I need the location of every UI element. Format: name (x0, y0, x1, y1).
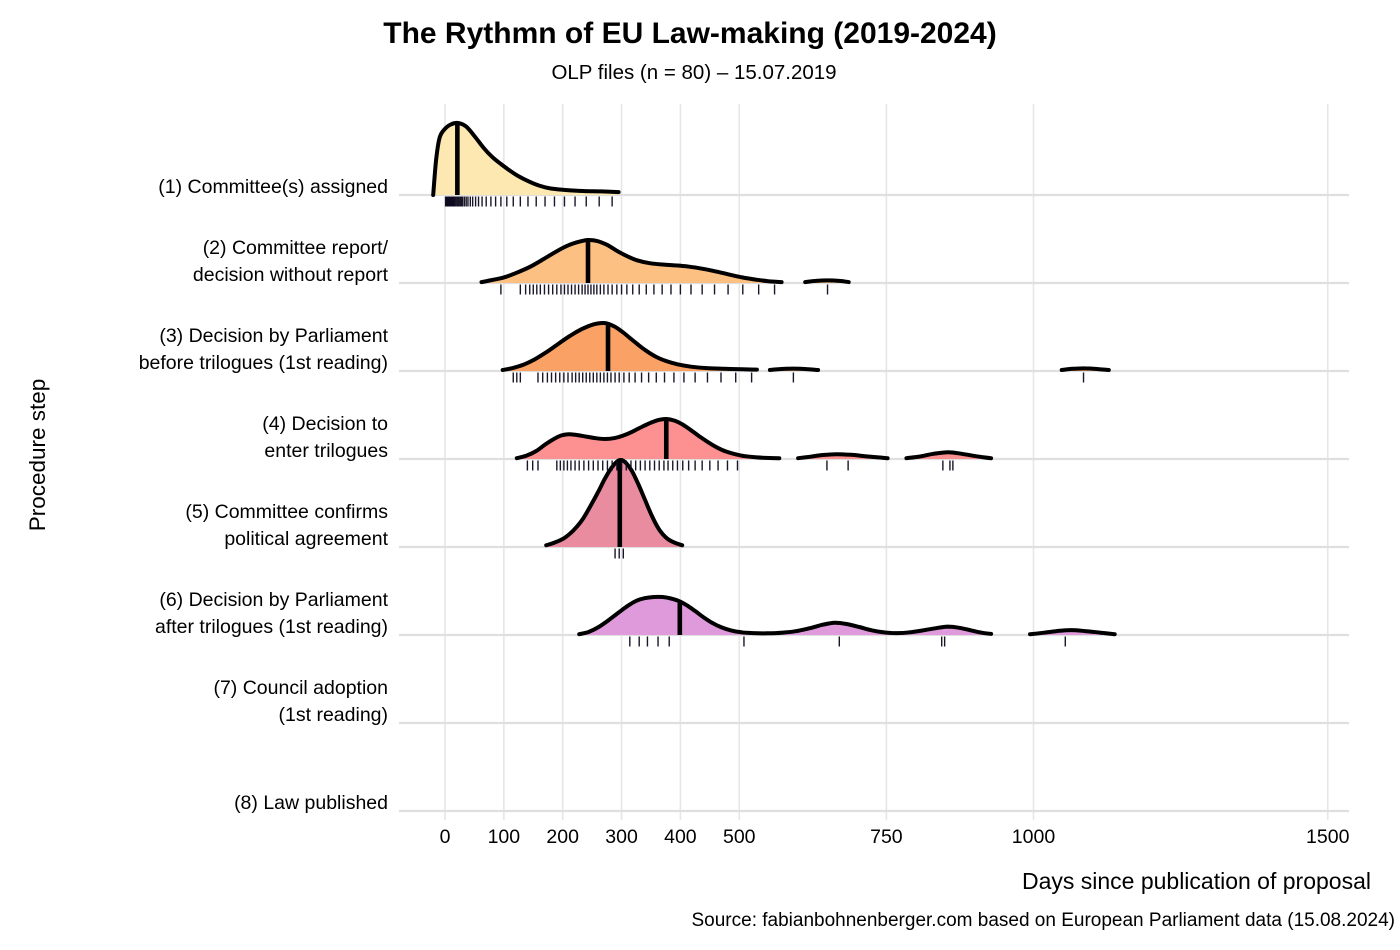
y-step-label-1: (1) Committee(s) assigned (158, 176, 388, 198)
x-axis-title: Days since publication of proposal (1021, 868, 1371, 894)
ridge-fill-step-3 (502, 322, 757, 371)
ridge-outline-step-6 (577, 594, 994, 637)
ridge-outline-step-1 (431, 120, 621, 197)
y-step-label-2: (2) Committee report/ decision without r… (192, 237, 388, 286)
x-tick-label-0: 0 (439, 826, 451, 848)
ridge-outline-step-6 (1028, 628, 1117, 637)
x-tick-label-400: 400 (664, 826, 697, 848)
ridge-outline-step-3 (767, 366, 821, 372)
y-step-label-6: (6) Decision by Parliament after trilogu… (154, 589, 388, 638)
x-tick-label-1000: 1000 (1011, 826, 1056, 848)
chart-subtitle: OLP files (n = 80) – 15.07.2019 (551, 61, 837, 84)
y-step-label-7: (7) Council adoption (1st reading) (213, 677, 388, 726)
x-tick-label-300: 300 (605, 826, 638, 848)
ridge-outline-step-3 (1059, 366, 1111, 372)
x-tick-label-500: 500 (722, 826, 756, 848)
ridge-outline-step-4 (796, 452, 890, 461)
ridge-outline-step-2 (479, 237, 784, 285)
ridge-fill-step-2 (481, 239, 782, 283)
x-tick-label-100: 100 (487, 826, 521, 848)
x-tick-label-750: 750 (870, 826, 903, 848)
ridge-fill-step-4 (516, 418, 780, 459)
source-caption: Source: fabianbohnenberger.com based on … (691, 910, 1396, 931)
ridge-fill-step-1 (433, 122, 619, 195)
y-step-label-3: (3) Decision by Parliament before trilog… (138, 325, 388, 374)
y-step-label-4: (4) Decision to enter trilogues (262, 413, 388, 462)
y-step-label-5: (5) Committee confirms political agreeme… (185, 501, 388, 550)
y-step-label-8: (8) Law published (234, 792, 388, 814)
ridge-outline-step-2 (803, 278, 851, 285)
ridge-fill-step-4 (906, 452, 992, 459)
ridge-outline-step-3 (500, 320, 759, 372)
ridge-outline-step-4 (514, 416, 782, 461)
ridge-outline-step-4 (904, 450, 994, 461)
x-tick-label-1500: 1500 (1306, 826, 1350, 848)
chart-title: The Rythmn of EU Law-making (2019-2024) (383, 17, 997, 50)
ridge-fill-step-6 (579, 596, 992, 635)
ridge-outline-step-5 (544, 457, 685, 548)
x-tick-label-200: 200 (546, 826, 579, 848)
